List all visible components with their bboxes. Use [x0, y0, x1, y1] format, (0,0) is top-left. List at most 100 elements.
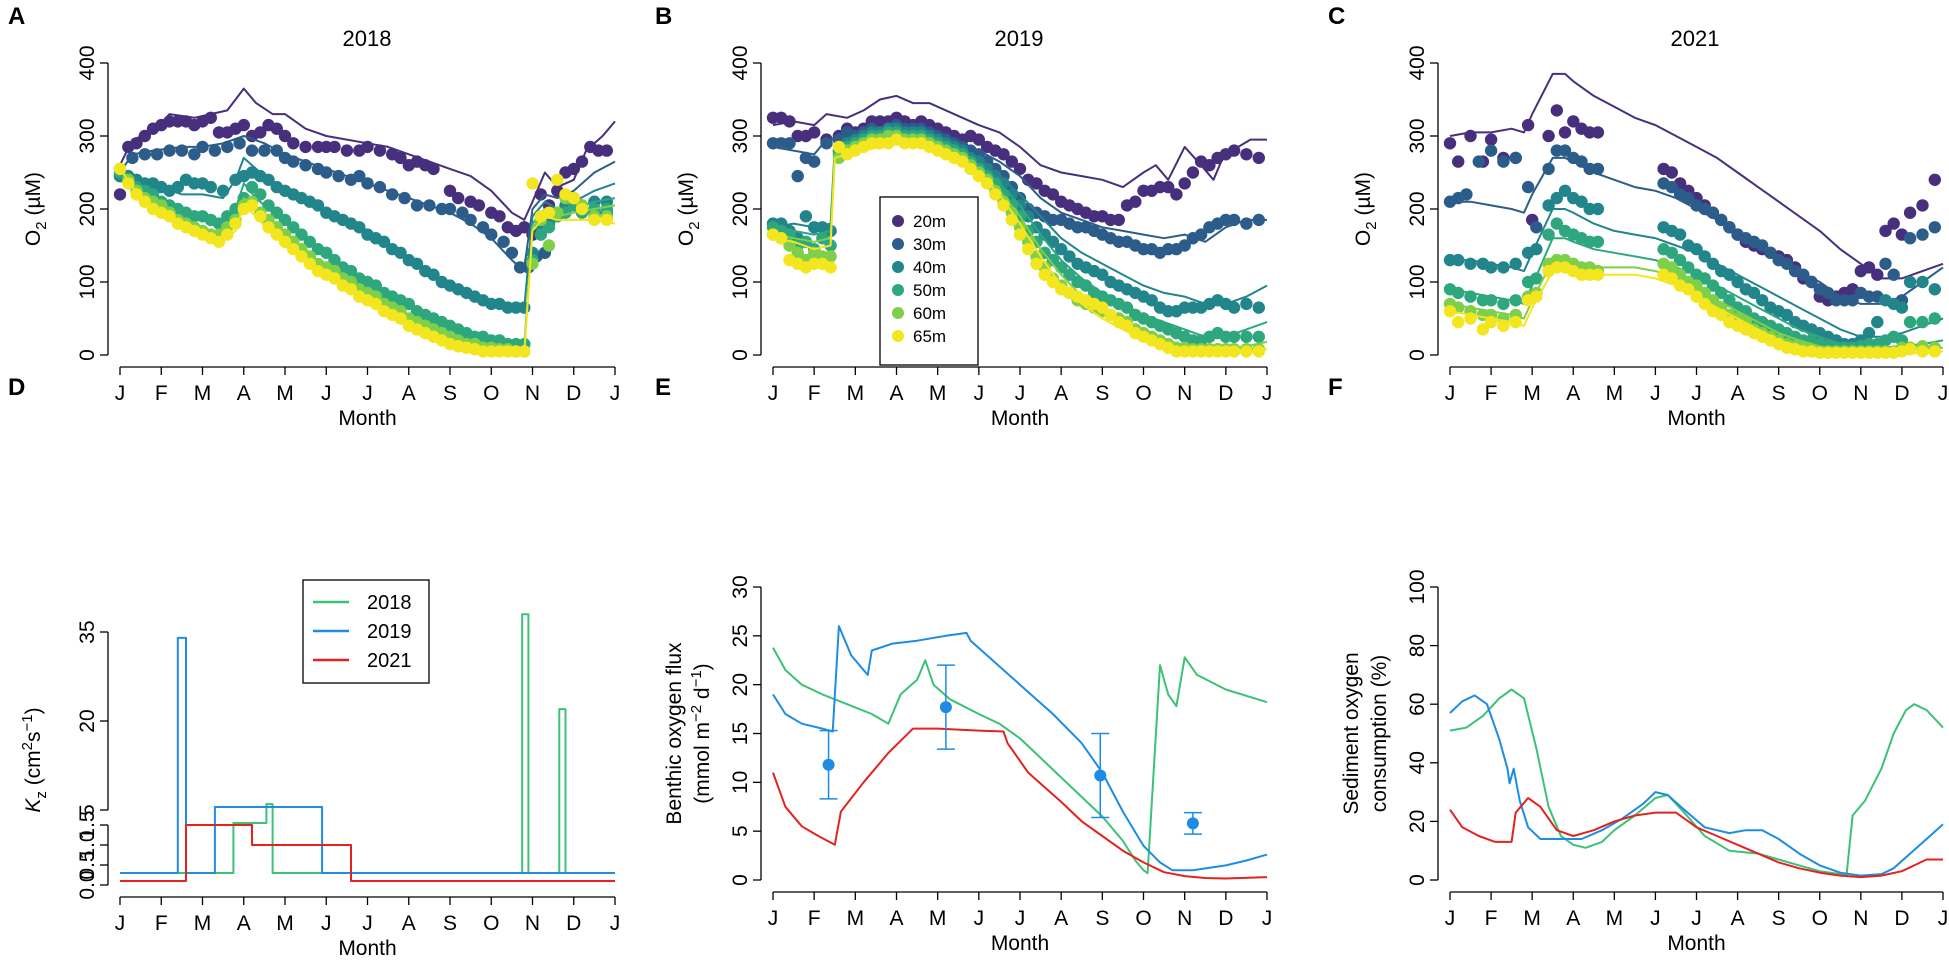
y-tick-label: 60 [1406, 693, 1429, 716]
data-point-40m [1723, 268, 1736, 281]
data-point-40m [1731, 275, 1744, 289]
data-point-20m [1871, 268, 1884, 281]
data-point-50m [1698, 272, 1711, 285]
data-point-20m [1542, 129, 1555, 143]
y-axis-title-line2: consumption (%) [1368, 655, 1391, 813]
x-tick-label: M [929, 382, 947, 405]
data-point-65m [1096, 301, 1109, 314]
data-point-50m [344, 264, 358, 278]
data-point-30m [1797, 268, 1810, 281]
data-point-65m [113, 162, 127, 176]
x-tick-label: M [1523, 907, 1541, 930]
y-tick-label: 400 [729, 45, 752, 80]
data-point-30m [783, 137, 796, 150]
data-point-65m [600, 213, 613, 227]
x-tick-label: S [1772, 907, 1786, 930]
y-title-main: O [675, 230, 698, 246]
y-tick-label: 300 [729, 118, 752, 153]
data-point-50m [1530, 272, 1543, 285]
data-point-20m [1046, 188, 1060, 201]
data-point-65m [344, 283, 358, 296]
y-tick-label: 5 [76, 804, 99, 816]
data-point-20m [287, 137, 300, 150]
y-tick-label: 0 [1406, 349, 1429, 361]
data-point-60m [526, 257, 539, 270]
data-point-30m [1240, 217, 1253, 230]
data-point-30m [1764, 246, 1777, 259]
step-line-2021 [120, 824, 615, 882]
x-tick-label: S [443, 912, 457, 935]
x-tick-label: A [237, 382, 251, 405]
y-tick-label: 100 [729, 264, 752, 299]
legend-marker-50m [892, 284, 904, 296]
x-tick-label: O [1135, 907, 1151, 930]
data-point-20m [394, 151, 407, 165]
data-point-65m [1013, 228, 1027, 241]
legend-box [302, 579, 430, 684]
data-point-65m [1690, 290, 1703, 303]
series-line-20m [772, 94, 1267, 189]
x-tick-label: J [974, 907, 985, 930]
y-tick-label: 40 [1406, 751, 1429, 774]
data-point-30m [270, 144, 283, 157]
x-tick-label: D [566, 912, 581, 935]
y-tick-label: 80 [1406, 634, 1429, 657]
data-point-30m [1484, 144, 1498, 157]
x-tick-label: N [1853, 382, 1868, 405]
series-line-2019 [1449, 694, 1944, 877]
data-point-50m [1715, 286, 1728, 300]
x-axis-title: Month [338, 937, 396, 960]
data-point-30m [1780, 257, 1794, 270]
data-point-60m [824, 250, 837, 263]
x-tick-label: F [1485, 907, 1498, 930]
data-point-30m [1665, 180, 1679, 194]
x-tick-label: O [1812, 382, 1828, 405]
x-tick-label: A [1054, 907, 1068, 930]
data-point-65m [1005, 213, 1018, 227]
y-tick-label: 100 [1406, 264, 1429, 299]
data-point-40m [1452, 253, 1465, 267]
series-40m [1443, 184, 1944, 351]
data-point-20m [270, 122, 283, 135]
data-point-30m [1928, 221, 1942, 234]
data-point-65m [1928, 345, 1942, 358]
data-point-50m [262, 199, 275, 212]
x-tick-label: S [1095, 907, 1109, 930]
y-axis-title-line1: Sediment oxygen [1340, 652, 1363, 814]
data-point-50m [278, 213, 292, 227]
x-tick-label: O [483, 912, 499, 935]
data-point-40m [1550, 191, 1564, 205]
data-point-65m [1104, 308, 1117, 322]
x-tick-label: M [194, 382, 212, 405]
series-line-40m [1450, 208, 1944, 338]
data-point-40m [1673, 228, 1687, 241]
data-point-40m [1145, 294, 1158, 307]
data-point-65m [832, 140, 846, 154]
x-tick-label: M [1523, 382, 1541, 405]
data-point-65m [1046, 275, 1060, 289]
data-point-20m [328, 140, 341, 154]
data-point-40m [311, 199, 325, 212]
data-point-50m [1452, 286, 1465, 300]
data-point-20m [1464, 129, 1477, 143]
data-point-30m [353, 169, 366, 183]
y-tick-label: 0.5 [76, 850, 99, 879]
data-point-30m [138, 148, 151, 161]
data-point-40m [1690, 243, 1703, 256]
x-tick-label: J [1262, 907, 1273, 930]
data-point-65m [964, 162, 977, 176]
y-title-main: O [22, 230, 45, 246]
data-point-50m [1673, 253, 1687, 267]
x-tick-label: J [1938, 907, 1949, 930]
data-point-20m [1521, 118, 1535, 132]
data-point-20m [808, 126, 821, 139]
x-tick-label: J [115, 912, 126, 935]
data-point-65m [122, 177, 135, 190]
y-axis-title: Kz (cm2s−1) [19, 707, 50, 812]
legend-marker-40m [892, 261, 904, 273]
data-point-20m [452, 191, 465, 205]
data-point-65m [1497, 319, 1510, 332]
data-point-65m [824, 261, 837, 274]
